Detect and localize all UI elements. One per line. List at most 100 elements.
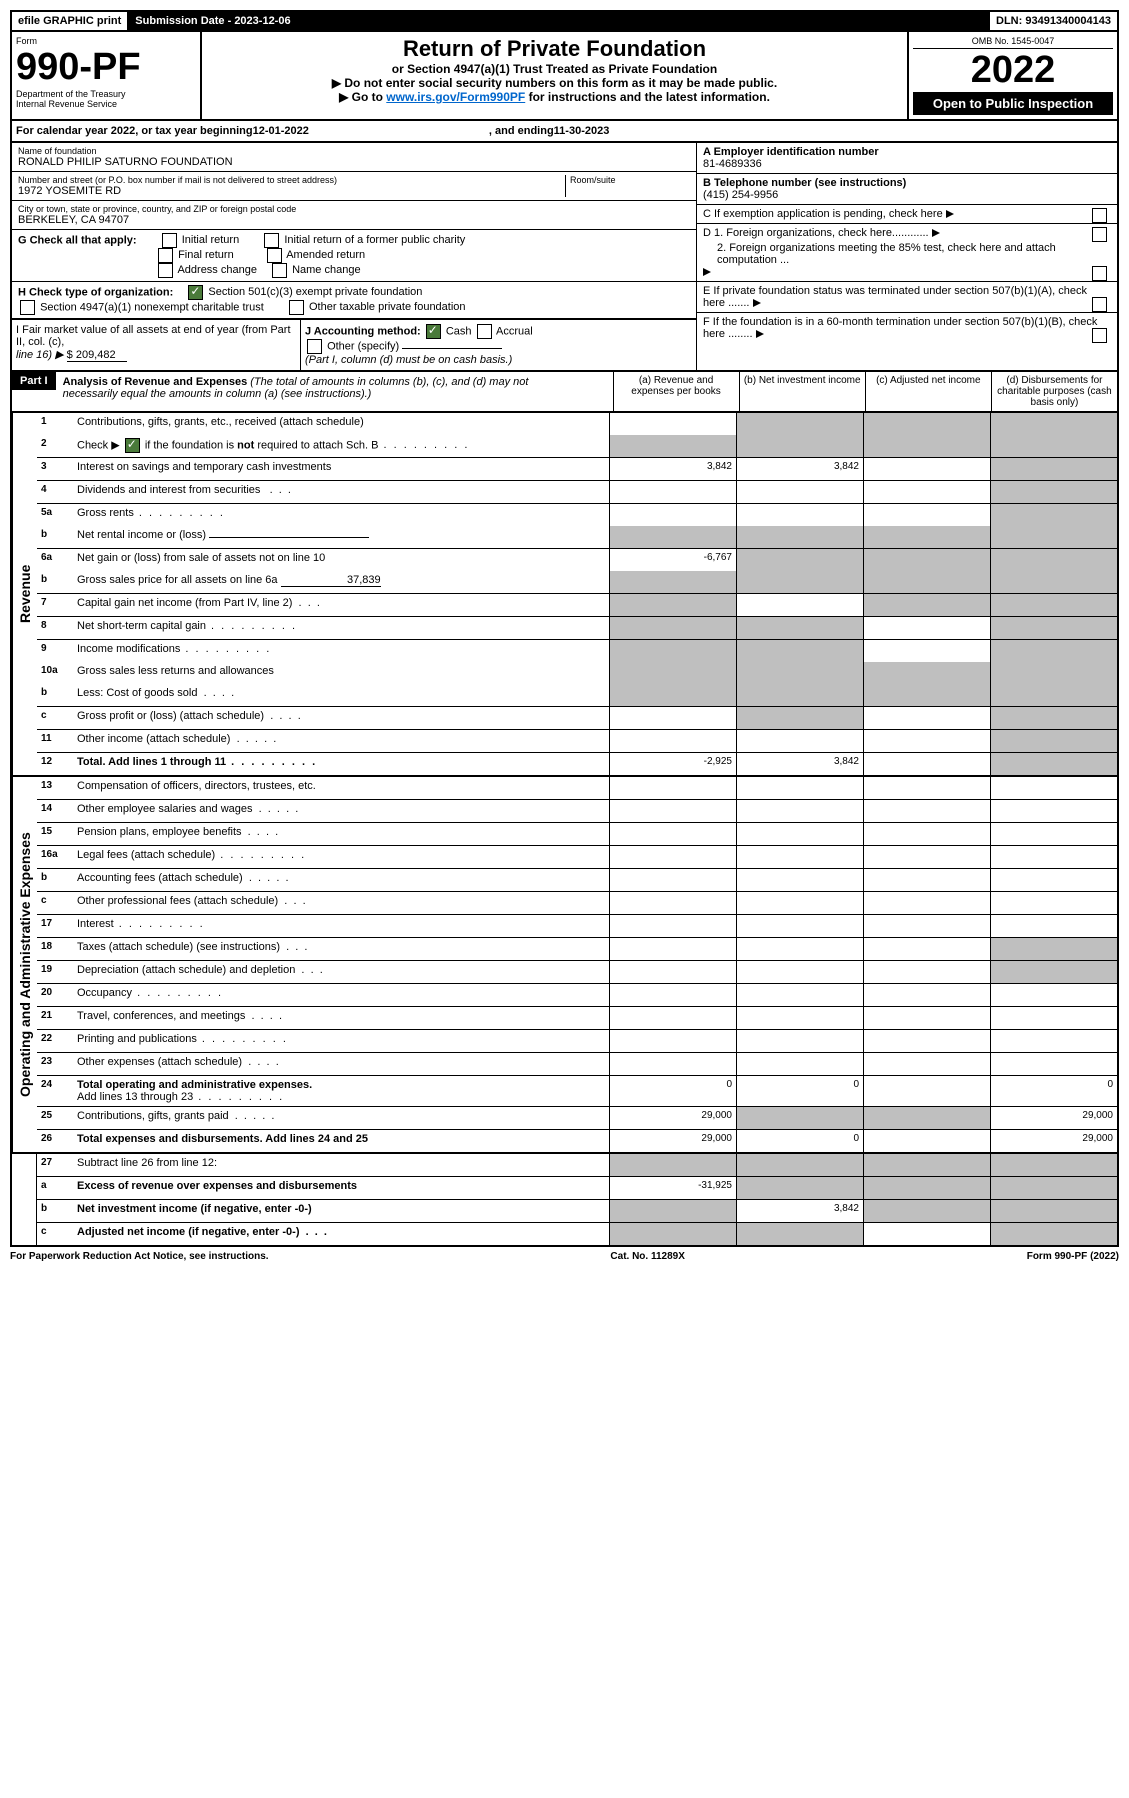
r16cd: Other professional fees (attach schedule… [77, 895, 278, 907]
rn: b [37, 869, 73, 891]
header-left: Form 990-PF Department of the Treasury I… [12, 32, 202, 119]
cd [990, 526, 1117, 548]
footer-right: Form 990-PF (2022) [1027, 1251, 1119, 1262]
rd: Gross sales less returns and allowances [73, 662, 609, 684]
row-5b: b Net rental income or (loss) [37, 526, 1117, 548]
rn: b [37, 571, 73, 593]
part1-title: Analysis of Revenue and Expenses [63, 376, 248, 388]
header-center: Return of Private Foundation or Section … [202, 32, 909, 119]
check-4947[interactable] [20, 300, 35, 315]
cd [990, 938, 1117, 960]
r5bd: Net rental income or (loss) [77, 529, 206, 541]
city-label: City or town, state or province, country… [18, 204, 690, 214]
rn: 3 [37, 458, 73, 480]
cd [990, 504, 1117, 526]
cd [990, 435, 1117, 457]
cb [736, 413, 863, 435]
r23d: Other expenses (attach schedule) [77, 1056, 242, 1068]
g3: Final return [178, 249, 234, 261]
cc [863, 640, 990, 662]
check-cash[interactable] [426, 324, 441, 339]
cd [990, 730, 1117, 752]
cb: 3,842 [736, 753, 863, 775]
part1-header-row: Part I Analysis of Revenue and Expenses … [10, 372, 1119, 413]
check-accrual[interactable] [477, 324, 492, 339]
rd: Gross rents [73, 504, 609, 526]
rd: Total operating and administrative expen… [73, 1076, 609, 1106]
street-label: Number and street (or P.O. box number if… [18, 175, 565, 185]
arrow-icon [756, 330, 764, 338]
cb [736, 1053, 863, 1075]
check-d2[interactable] [1092, 266, 1107, 281]
check-other-method[interactable] [307, 339, 322, 354]
ca [609, 823, 736, 845]
expenses-body: 13 Compensation of officers, directors, … [37, 777, 1117, 1152]
ca [609, 1007, 736, 1029]
entity-info: Name of foundation RONALD PHILIP SATURNO… [10, 143, 1119, 372]
check-f[interactable] [1092, 328, 1107, 343]
rn: 16a [37, 846, 73, 868]
part1-desc: Analysis of Revenue and Expenses (The to… [59, 372, 567, 404]
cd [990, 823, 1117, 845]
cd [990, 617, 1117, 639]
r22d: Printing and publications [77, 1033, 197, 1045]
irs-link[interactable]: www.irs.gov/Form990PF [386, 90, 525, 104]
cb [736, 549, 863, 571]
check-final[interactable] [158, 248, 173, 263]
check-initial-former[interactable] [264, 233, 279, 248]
ca [609, 684, 736, 706]
cd [990, 915, 1117, 937]
check-other-tax[interactable] [289, 300, 304, 315]
check-initial[interactable] [162, 233, 177, 248]
check-e[interactable] [1092, 297, 1107, 312]
check-c[interactable] [1092, 208, 1107, 223]
cb [736, 481, 863, 503]
check-501c3[interactable] [188, 285, 203, 300]
rn: 20 [37, 984, 73, 1006]
j-note: (Part I, column (d) must be on cash basi… [305, 354, 512, 366]
part1-label: Part I [12, 372, 56, 390]
ca [609, 1200, 736, 1222]
ca: 29,000 [609, 1107, 736, 1129]
g1: Initial return [182, 234, 239, 246]
dots [197, 1033, 288, 1045]
j-section: J Accounting method: Cash Accrual Other … [301, 320, 696, 370]
dots [180, 643, 271, 655]
rn: 17 [37, 915, 73, 937]
check-name[interactable] [272, 263, 287, 278]
efile-label: efile GRAPHIC print [12, 12, 129, 30]
rd: Net gain or (loss) from sale of assets n… [73, 549, 609, 571]
row-27: 27 Subtract line 26 from line 12: [37, 1154, 1117, 1176]
cc [863, 846, 990, 868]
rn: 15 [37, 823, 73, 845]
ca [609, 1053, 736, 1075]
cc [863, 662, 990, 684]
i-label: I Fair market value of all assets at end… [16, 324, 291, 348]
cc [863, 961, 990, 983]
check-address[interactable] [158, 263, 173, 278]
row-20: 20 Occupancy [37, 983, 1117, 1006]
cd [990, 1030, 1117, 1052]
cb [736, 869, 863, 891]
cb [736, 1007, 863, 1029]
revenue-table: Revenue 1 Contributions, gifts, grants, … [10, 413, 1119, 777]
ca [609, 800, 736, 822]
check-schb[interactable] [125, 438, 140, 453]
form-subtitle: or Section 4947(a)(1) Trust Treated as P… [206, 62, 903, 76]
row-27c: c Adjusted net income (if negative, ente… [37, 1222, 1117, 1245]
cd [990, 753, 1117, 775]
ca [609, 1030, 736, 1052]
rn: 22 [37, 1030, 73, 1052]
cc [863, 1130, 990, 1152]
ca [609, 640, 736, 662]
rd: Contributions, gifts, grants paid . . . … [73, 1107, 609, 1129]
page-footer: For Paperwork Reduction Act Notice, see … [10, 1247, 1119, 1266]
check-d1[interactable] [1092, 227, 1107, 242]
d1-label: D 1. Foreign organizations, check here..… [703, 227, 929, 239]
cb [736, 984, 863, 1006]
cb [736, 526, 863, 548]
h1: Section 501(c)(3) exempt private foundat… [208, 286, 422, 298]
rn: b [37, 684, 73, 706]
check-amended[interactable] [267, 248, 282, 263]
j-other: Other (specify) [327, 340, 399, 352]
